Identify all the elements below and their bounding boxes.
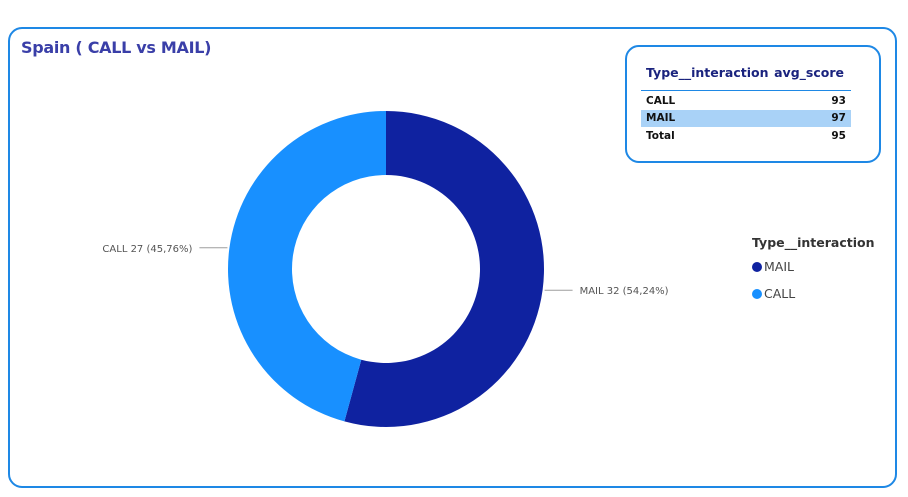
legend-label-mail: MAIL [764,259,794,274]
table-row[interactable]: CALL 93 [641,93,851,110]
donut-chart: MAIL 32 (54,24%) CALL 27 (45,76%) [102,111,669,427]
data-label-mail: MAIL 32 (54,24%) [580,286,669,297]
legend-title: Type__interaction [752,235,875,250]
legend-marker-mail [752,262,762,272]
table-header-type: Type__interaction [646,65,769,80]
table-cell-type: Total [646,130,675,142]
table-cell-type: CALL [646,95,676,107]
table-cell-score: 97 [831,112,846,124]
legend-item-call[interactable]: CALL [752,286,795,301]
donut-slice-call[interactable] [228,111,386,422]
table-cell-type: MAIL [646,112,676,124]
chart-visual: Spain ( CALL vs MAIL) MAIL 32 (54,24%) CA… [8,27,897,488]
table-total-row: Total 95 [641,128,851,145]
legend-marker-call [752,289,762,299]
score-table: Type__interaction avg_score CALL 93 MAIL… [625,45,881,163]
donut-slice-mail[interactable] [344,111,545,427]
data-label-call: CALL 27 (45,76%) [102,244,192,255]
chart-title: Spain ( CALL vs MAIL) [21,38,212,57]
table-header-avg-score: avg_score [774,65,844,80]
legend-item-mail[interactable]: MAIL [752,259,794,274]
table-header-divider [641,90,851,91]
chart-legend: Type__interaction MAIL CALL [752,235,875,301]
table-row[interactable]: MAIL 97 [641,110,851,127]
legend-label-call: CALL [764,286,796,301]
table-cell-score: 95 [831,130,846,142]
table-cell-score: 93 [831,95,846,107]
